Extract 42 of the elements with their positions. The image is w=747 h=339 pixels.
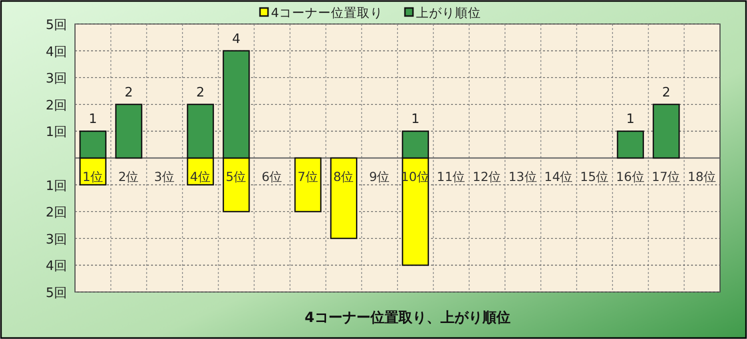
data-label: 2 [196, 85, 205, 100]
bar [330, 157, 358, 240]
x-tick-label: 15位 [580, 169, 610, 184]
x-tick-label: 18位 [688, 169, 717, 184]
y-tick-label: 3回 [46, 72, 67, 87]
y-tick-label: 5回 [46, 18, 67, 33]
x-tick-label: 12位 [472, 169, 502, 184]
x-tick-label: 1位 [82, 169, 104, 184]
data-label: 4 [232, 32, 240, 47]
bar [616, 130, 644, 159]
legend-label: 4コーナー位置取り [271, 5, 383, 20]
y-tick-label: 1回 [46, 125, 67, 140]
x-tick-label: 6位 [262, 169, 283, 184]
y-tick-label: 1回 [46, 178, 67, 194]
x-tick-label: 5位 [226, 169, 247, 184]
bar [294, 157, 322, 212]
bar [115, 104, 142, 159]
legend-label: 上がり順位 [416, 5, 481, 20]
data-label: 1 [411, 112, 420, 128]
data-label: 2 [124, 85, 133, 100]
x-tick-label: 17位 [652, 169, 681, 184]
x-tick-label: 9位 [369, 169, 390, 184]
data-label: 1 [626, 112, 635, 128]
x-tick-label: 2位 [118, 169, 140, 184]
y-tick-label: 5回 [46, 286, 67, 301]
x-tick-label: 7位 [297, 169, 318, 184]
bar [652, 104, 680, 159]
y-tick-label: 4回 [46, 44, 67, 60]
y-tick-label: 2回 [46, 98, 67, 114]
y-tick-label: 2回 [46, 206, 67, 221]
data-label: 2 [662, 85, 670, 100]
x-tick-label: 11位 [436, 169, 466, 184]
data-label: 1 [88, 112, 98, 128]
text: 4コーナー位置取り、上がり順位 [304, 310, 510, 326]
x-tick-label: 8位 [333, 169, 354, 184]
y-tick-label: 4回 [46, 259, 67, 274]
x-tick-label: 3位 [154, 169, 176, 184]
x-tick-label: 4位 [190, 169, 211, 184]
x-tick-label: 14位 [544, 169, 574, 184]
x-tick-label: 16位 [616, 169, 645, 184]
y-tick-label: 3回 [46, 232, 67, 248]
x-tick-label: 13位 [508, 169, 538, 184]
